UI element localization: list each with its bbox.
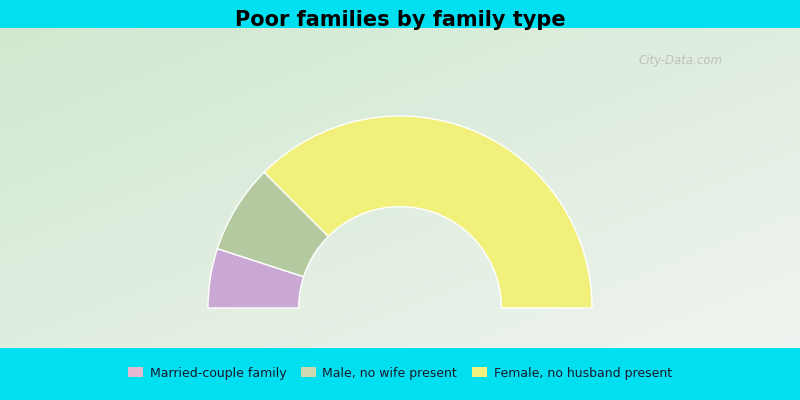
Wedge shape xyxy=(264,116,592,308)
Text: Poor families by family type: Poor families by family type xyxy=(234,10,566,30)
Wedge shape xyxy=(218,172,328,277)
Wedge shape xyxy=(208,249,304,308)
Legend: Married-couple family, Male, no wife present, Female, no husband present: Married-couple family, Male, no wife pre… xyxy=(123,362,677,384)
Text: City-Data.com: City-Data.com xyxy=(638,54,722,66)
